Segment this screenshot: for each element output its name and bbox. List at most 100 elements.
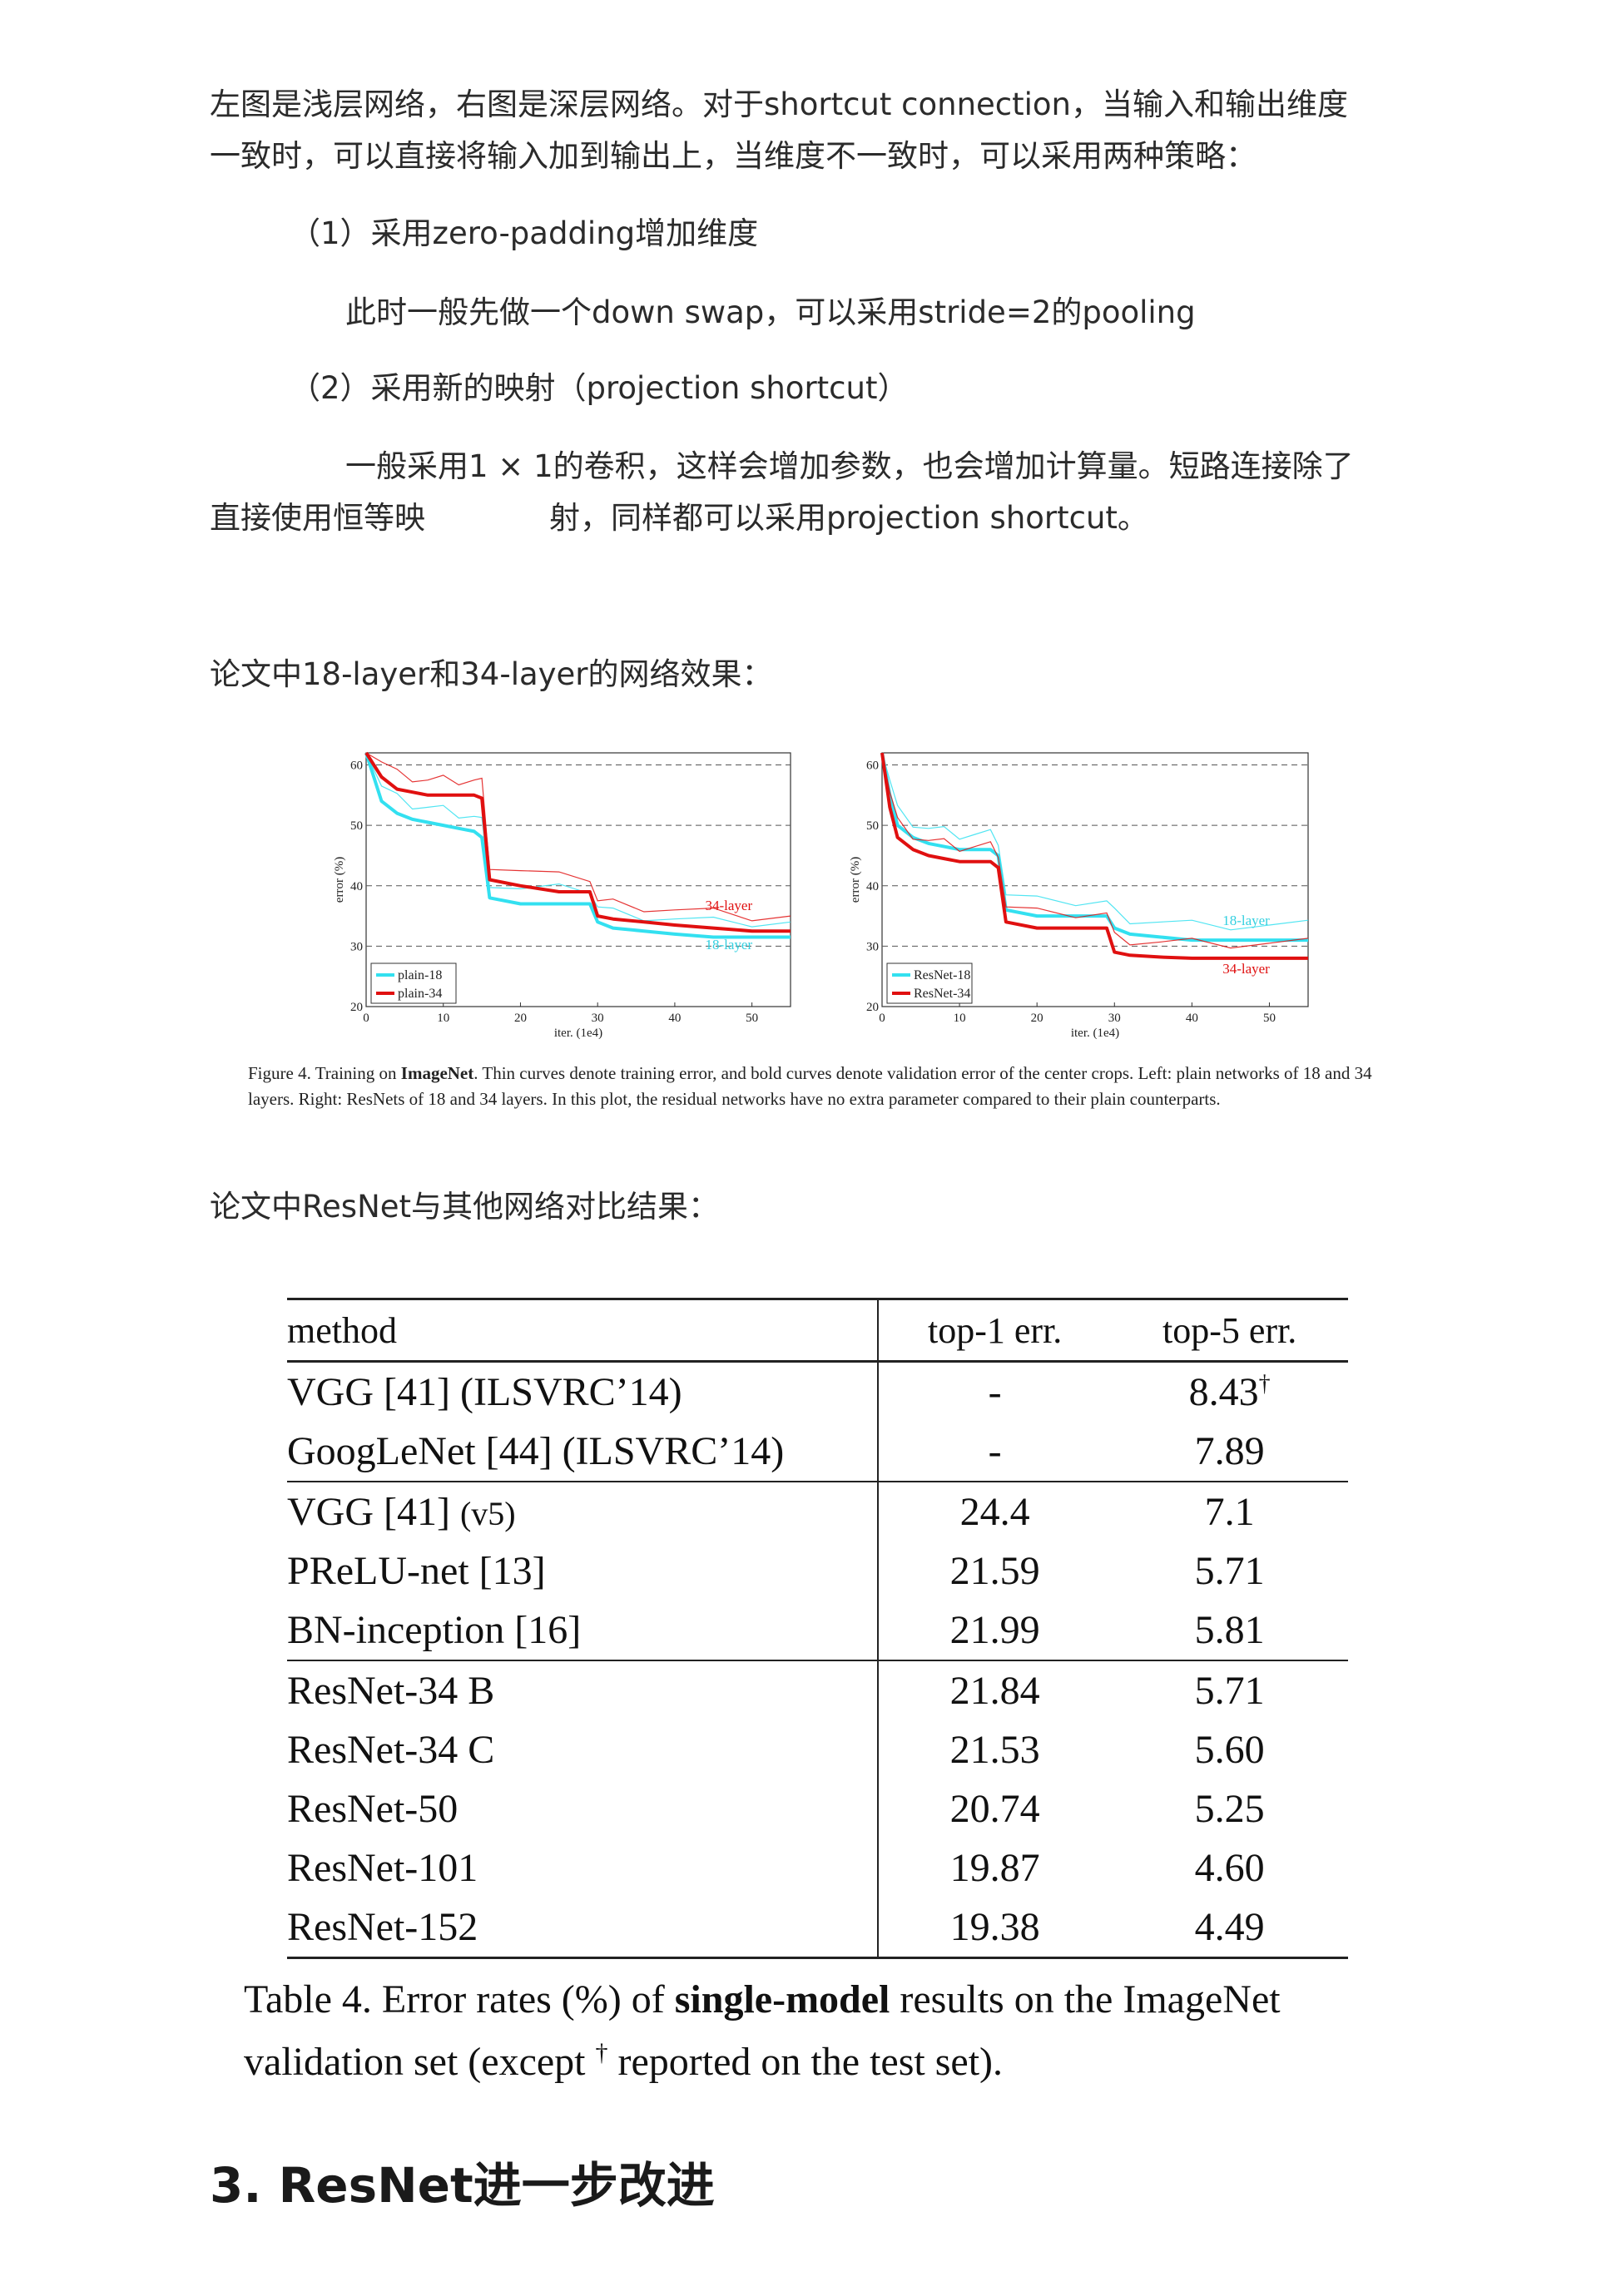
strategy-2-detail-line-2a: 直接使用恒等映 — [210, 500, 425, 536]
intro-line-1: 左图是浅层网络，右图是深层网络。对于shortcut connection，当输… — [210, 87, 1349, 122]
row-top1: 21.59 — [949, 1549, 1040, 1593]
table-intro: 论文中ResNet与其他网络对比结果： — [210, 1189, 720, 1225]
row-method: VGG [41] (v5) — [287, 1481, 879, 1541]
strategy-2-detail-line-2b: 射，同样都可以采用projection shortcut。 — [549, 500, 1148, 536]
y-tick-label: 20 — [350, 1001, 363, 1014]
x-tick-label: 10 — [437, 1012, 449, 1025]
x-tick-label: 0 — [363, 1012, 369, 1025]
legend-label: ResNet-34 — [914, 987, 970, 1001]
y-tick-label: 30 — [866, 940, 879, 953]
series-line-thin — [365, 752, 791, 922]
row-top5: 7.89 — [1194, 1429, 1265, 1473]
y-tick-label: 30 — [350, 940, 363, 953]
curve-annotation: 34-layer — [705, 898, 752, 913]
table-row: VGG [41] (v5) 24.4 7.1 — [287, 1481, 1348, 1541]
row-method: ResNet-101 — [287, 1838, 879, 1898]
series-line-thin — [881, 752, 1309, 949]
y-tick-label: 60 — [866, 760, 879, 773]
row-method-version: (v5) — [459, 1495, 516, 1532]
row-top5-value: 8.43 — [1188, 1370, 1259, 1414]
row-top1: - — [988, 1429, 1002, 1473]
curve-annotation: 18-layer — [1222, 913, 1270, 928]
row-top1: 21.53 — [949, 1728, 1040, 1772]
intro-line-2: 一致时，可以直接将输入加到输出上，当维度不一致时，可以采用两种策略： — [210, 138, 1257, 174]
x-axis-label: iter. (1e4) — [554, 1027, 602, 1040]
table-row: PReLU-net [13] 21.59 5.71 — [287, 1541, 1348, 1601]
row-top1: 19.87 — [949, 1846, 1040, 1890]
curve-annotation: 34-layer — [1222, 961, 1270, 977]
dagger-mark: † — [1258, 1371, 1271, 1397]
table-header-row: method top-1 err. top-5 err. — [287, 1298, 1348, 1362]
row-method: PReLU-net [13] — [287, 1541, 879, 1601]
table-row: ResNet-34 C 21.53 5.60 — [287, 1720, 1348, 1779]
y-tick-label: 60 — [350, 760, 363, 773]
strategy-1-detail: 此时一般先做一个down swap，可以采用stride=2的pooling — [345, 294, 1196, 330]
row-top5: 7.1 — [1111, 1481, 1348, 1541]
x-axis-label: iter. (1e4) — [1071, 1027, 1119, 1040]
row-top1: 24.4 — [878, 1481, 1112, 1541]
figure-intro: 论文中18-layer和34-layer的网络效果： — [210, 656, 773, 692]
row-method: VGG [41] (ILSVRC’14) — [287, 1360, 879, 1422]
table-caption-bold: single-model — [674, 1977, 890, 2021]
row-top1: 21.99 — [949, 1608, 1040, 1652]
series-line — [364, 752, 791, 939]
y-tick-label: 50 — [866, 819, 879, 833]
x-tick-label: 30 — [592, 1012, 604, 1025]
row-method: ResNet-152 — [287, 1898, 879, 1959]
x-tick-label: 10 — [954, 1012, 966, 1025]
table-row: ResNet-101 19.87 4.60 — [287, 1838, 1348, 1898]
header-method: method — [287, 1298, 879, 1362]
x-tick-label: 50 — [1263, 1012, 1276, 1025]
x-tick-label: 40 — [668, 1012, 681, 1025]
table-row: ResNet-152 19.38 4.49 — [287, 1898, 1348, 1959]
resnet-networks-chart: 20 30 40 50 60 0 10 20 30 40 50 iter. (1e4) error (%… — [849, 752, 1309, 1040]
row-top5: 8.43† — [1111, 1360, 1348, 1422]
row-top5: 5.71 — [1194, 1549, 1265, 1593]
x-tick-label: 0 — [879, 1012, 885, 1025]
strategy-1-title: （1）采用zero-padding增加维度 — [290, 215, 759, 251]
strategy-2-detail-line-1: 一般采用1 × 1的卷积，这样会增加参数，也会增加计算量。短路连接除了 — [345, 448, 1354, 484]
row-top5: 4.60 — [1194, 1846, 1265, 1890]
table-caption-d: reported on the test set). — [607, 2040, 1004, 2084]
table-row: GoogLeNet [44] (ILSVRC’14) - 7.89 — [287, 1422, 1348, 1482]
legend-label: ResNet-18 — [914, 968, 970, 982]
curve-annotation: 18-layer — [705, 937, 752, 953]
row-top5: 4.49 — [1111, 1898, 1348, 1959]
intro-paragraph: 左图是浅层网络，右图是深层网络。对于shortcut connection，当输… — [210, 79, 1441, 182]
row-method: ResNet-34 B — [287, 1660, 879, 1720]
figure-caption-rest: . Thin curves denote training error, and… — [248, 1063, 1372, 1109]
figure-caption-bold: ImageNet — [400, 1063, 474, 1083]
table-row: ResNet-50 20.74 5.25 — [287, 1779, 1348, 1838]
row-top1: 20.74 — [949, 1787, 1040, 1831]
row-top1: 21.84 — [878, 1660, 1112, 1720]
y-axis-label: error (%) — [333, 857, 346, 903]
series-line-thin — [881, 752, 1309, 931]
plain-networks-chart: 20 30 40 50 60 0 10 20 30 40 50 iter. (1e4) error (%… — [333, 751, 791, 1040]
row-top5: 5.60 — [1194, 1728, 1265, 1772]
strategy-2-title: （2）采用新的映射（projection shortcut） — [290, 370, 909, 406]
row-top5: 5.81 — [1194, 1608, 1265, 1652]
row-top5: 5.71 — [1111, 1660, 1348, 1720]
table-row: BN-inception [16] 21.99 5.81 — [287, 1601, 1348, 1660]
table-caption-c: results on the ImageNet validation set (… — [244, 1977, 1281, 2084]
series-line — [364, 751, 791, 933]
legend-box — [370, 962, 457, 1004]
row-method-name: VGG [41] — [287, 1490, 460, 1534]
table-caption: Table 4. Error rates (%) of single-model… — [244, 1973, 1409, 2089]
section-heading: 3. ResNet进一步改进 — [210, 2157, 715, 2214]
header-top1: top-1 err. — [878, 1298, 1112, 1362]
training-curves-figure: 20 30 40 50 60 0 10 20 30 40 50 iter. (1e4) error (%… — [333, 751, 1309, 1040]
legend-box — [886, 962, 973, 1004]
legend-label: plain-18 — [398, 968, 442, 982]
x-tick-label: 40 — [1186, 1012, 1198, 1025]
x-tick-label: 30 — [1108, 1012, 1121, 1025]
table-row: VGG [41] (ILSVRC’14) - 8.43† — [287, 1360, 1348, 1422]
figure-caption: Figure 4. Training on ImageNet. Thin cur… — [248, 1061, 1396, 1112]
row-method: BN-inception [16] — [287, 1601, 879, 1660]
header-top5: top-5 err. — [1111, 1298, 1348, 1362]
y-tick-label: 40 — [866, 880, 879, 893]
x-tick-label: 20 — [1031, 1012, 1043, 1025]
legend-label: plain-34 — [398, 987, 442, 1001]
row-method: GoogLeNet [44] (ILSVRC’14) — [287, 1422, 879, 1482]
y-tick-label: 40 — [350, 880, 363, 893]
